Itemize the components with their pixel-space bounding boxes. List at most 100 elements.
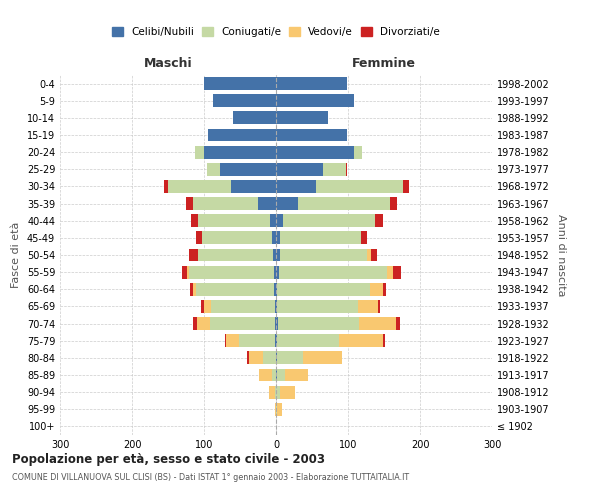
Bar	[280, 232, 361, 244]
Bar	[370, 283, 383, 296]
Bar	[276, 352, 277, 364]
Text: Maschi: Maschi	[143, 57, 193, 70]
Bar	[204, 300, 211, 313]
Bar	[274, 283, 276, 296]
Bar	[201, 300, 204, 313]
Bar	[276, 283, 277, 296]
Bar	[276, 317, 278, 330]
Bar	[323, 163, 346, 175]
Bar	[187, 266, 189, 278]
Bar	[196, 232, 202, 244]
Bar	[367, 248, 371, 262]
Bar	[275, 317, 276, 330]
Bar	[276, 266, 279, 278]
Bar	[233, 112, 276, 124]
Bar	[396, 317, 400, 330]
Y-axis label: Fasce di età: Fasce di età	[11, 222, 21, 288]
Bar	[193, 317, 197, 330]
Bar	[269, 386, 275, 398]
Bar	[279, 266, 387, 278]
Bar	[316, 180, 403, 193]
Bar	[302, 352, 342, 364]
Bar	[276, 94, 354, 107]
Bar	[277, 334, 338, 347]
Bar	[338, 334, 383, 347]
Bar	[182, 266, 187, 278]
Bar	[275, 386, 276, 398]
Bar	[280, 248, 367, 262]
Bar	[211, 300, 275, 313]
Bar	[193, 197, 258, 210]
Bar	[284, 368, 308, 382]
Bar	[204, 77, 276, 90]
Bar	[276, 197, 298, 210]
Bar	[346, 163, 347, 175]
Bar	[361, 232, 367, 244]
Bar	[232, 180, 276, 193]
Bar	[276, 248, 280, 262]
Bar	[190, 283, 193, 296]
Bar	[376, 214, 383, 227]
Bar	[283, 214, 376, 227]
Bar	[212, 94, 276, 107]
Bar	[225, 334, 226, 347]
Bar	[276, 146, 354, 158]
Bar	[276, 368, 277, 382]
Bar	[276, 163, 323, 175]
Bar	[263, 352, 276, 364]
Bar	[275, 403, 276, 415]
Bar	[378, 300, 380, 313]
Bar	[276, 77, 347, 90]
Bar	[239, 334, 275, 347]
Bar	[390, 197, 397, 210]
Bar	[275, 334, 276, 347]
Bar	[359, 317, 396, 330]
Text: COMUNE DI VILLANUOVA SUL CLISI (BS) - Dati ISTAT 1° gennaio 2003 - Elaborazione : COMUNE DI VILLANUOVA SUL CLISI (BS) - Da…	[12, 472, 409, 482]
Bar	[168, 180, 232, 193]
Y-axis label: Anni di nascita: Anni di nascita	[556, 214, 566, 296]
Bar	[354, 146, 362, 158]
Bar	[273, 248, 276, 262]
Bar	[383, 283, 386, 296]
Bar	[272, 232, 276, 244]
Bar	[197, 248, 273, 262]
Bar	[392, 266, 401, 278]
Bar	[198, 214, 270, 227]
Bar	[276, 386, 280, 398]
Bar	[371, 248, 377, 262]
Bar	[208, 128, 276, 141]
Bar	[387, 266, 392, 278]
Bar	[193, 283, 196, 296]
Bar	[189, 248, 197, 262]
Bar	[204, 146, 276, 158]
Bar	[276, 214, 283, 227]
Bar	[276, 334, 277, 347]
Bar	[196, 283, 274, 296]
Text: Femmine: Femmine	[352, 57, 416, 70]
Bar	[207, 163, 220, 175]
Bar	[186, 197, 193, 210]
Bar	[274, 266, 276, 278]
Bar	[275, 300, 276, 313]
Bar	[280, 386, 295, 398]
Bar	[276, 180, 316, 193]
Bar	[383, 334, 385, 347]
Bar	[358, 300, 378, 313]
Bar	[277, 368, 284, 382]
Bar	[276, 128, 347, 141]
Legend: Celibi/Nubili, Coniugati/e, Vedovi/e, Divorziati/e: Celibi/Nubili, Coniugati/e, Vedovi/e, Di…	[112, 27, 440, 38]
Bar	[277, 283, 370, 296]
Bar	[276, 403, 277, 415]
Bar	[202, 232, 272, 244]
Bar	[403, 180, 409, 193]
Bar	[276, 300, 277, 313]
Bar	[298, 197, 390, 210]
Bar	[277, 403, 282, 415]
Bar	[270, 214, 276, 227]
Bar	[278, 317, 359, 330]
Bar	[226, 334, 239, 347]
Bar	[189, 266, 274, 278]
Bar	[248, 352, 263, 364]
Text: Popolazione per età, sesso e stato civile - 2003: Popolazione per età, sesso e stato civil…	[12, 452, 325, 466]
Bar	[247, 352, 248, 364]
